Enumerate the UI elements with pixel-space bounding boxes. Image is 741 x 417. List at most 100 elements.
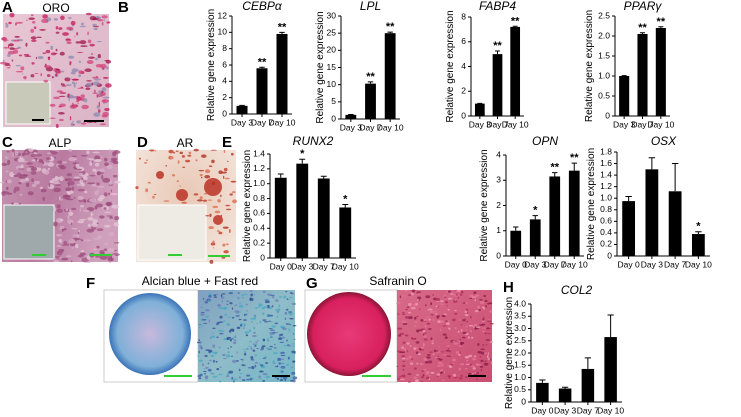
texture-spot xyxy=(465,311,467,313)
texture-spot xyxy=(479,355,482,358)
texture-spot xyxy=(426,322,431,325)
texture-spot xyxy=(112,201,114,206)
texture-spot xyxy=(30,14,34,16)
texture-spot xyxy=(410,337,414,339)
texture-spot xyxy=(248,340,253,343)
texture-spot xyxy=(465,359,469,362)
texture-spot xyxy=(252,334,257,338)
y-tick-label: 1.5 xyxy=(514,360,526,370)
texture-spot xyxy=(82,176,88,181)
bar xyxy=(622,201,636,256)
texture-spot xyxy=(97,197,103,202)
texture-spot xyxy=(113,242,120,244)
texture-spot xyxy=(430,302,433,306)
texture-spot xyxy=(242,327,245,329)
texture-spot xyxy=(421,380,423,382)
texture-spot xyxy=(266,314,271,317)
texture-spot xyxy=(72,178,81,181)
texture-spot xyxy=(454,327,457,330)
texture-spot xyxy=(71,81,75,85)
texture-spot xyxy=(198,169,205,172)
texture-spot xyxy=(399,332,405,335)
texture-spot xyxy=(245,348,249,350)
texture-spot xyxy=(215,323,219,326)
texture-spot xyxy=(13,174,18,177)
texture-spot xyxy=(104,243,109,245)
texture-spot xyxy=(407,373,412,375)
texture-spot xyxy=(278,304,281,308)
y-tick-label: 0.5 xyxy=(598,90,610,100)
texture-spot xyxy=(258,370,264,373)
texture-spot xyxy=(426,376,430,380)
texture-spot xyxy=(7,159,11,165)
texture-spot xyxy=(96,94,98,98)
texture-spot xyxy=(251,359,255,361)
texture-spot xyxy=(229,338,233,342)
texture-spot xyxy=(287,311,293,313)
texture-spot xyxy=(265,375,270,379)
texture-spot xyxy=(94,162,100,167)
y-tick-label: 2.5 xyxy=(514,335,526,345)
texture-spot xyxy=(224,177,230,180)
texture-spot xyxy=(243,352,247,356)
texture-spot xyxy=(49,103,56,107)
texture-spot xyxy=(62,194,71,200)
texture-spot xyxy=(452,340,456,343)
texture-spot xyxy=(240,358,244,360)
texture-spot xyxy=(200,313,205,317)
texture-spot xyxy=(78,229,80,233)
texture-spot xyxy=(108,192,111,196)
panel-letter: E xyxy=(222,134,232,151)
texture-spot xyxy=(70,95,77,99)
significance-label: * xyxy=(533,205,538,217)
texture-spot xyxy=(444,336,448,340)
texture-spot xyxy=(239,301,241,305)
texture-spot xyxy=(210,354,215,358)
texture-spot xyxy=(56,208,63,213)
texture-spot xyxy=(404,290,408,292)
texture-spot xyxy=(27,191,34,196)
inset xyxy=(3,204,55,260)
texture-spot xyxy=(225,204,231,207)
texture-spot xyxy=(201,176,203,179)
texture-spot xyxy=(89,43,95,47)
texture-spot xyxy=(484,332,488,335)
texture-spot xyxy=(278,296,283,298)
error-bar xyxy=(513,226,519,231)
texture-spot xyxy=(79,25,87,28)
panel-letter: B xyxy=(118,0,129,16)
texture-spot xyxy=(479,365,484,368)
texture-spot xyxy=(437,320,441,324)
texture-spot xyxy=(47,167,51,171)
texture-spot xyxy=(198,350,200,354)
texture-spot xyxy=(91,222,98,228)
texture-spot xyxy=(485,339,491,341)
texture-spot xyxy=(49,180,54,184)
texture-spot xyxy=(226,300,230,303)
texture-spot xyxy=(218,346,221,349)
texture-spot xyxy=(224,306,228,310)
texture-spot xyxy=(225,208,232,211)
significance-label: ** xyxy=(657,16,666,28)
texture-spot xyxy=(212,327,216,330)
texture-spot xyxy=(201,325,204,327)
texture-spot xyxy=(282,327,287,331)
texture-spot xyxy=(456,289,461,292)
texture-spot xyxy=(229,302,233,305)
texture-spot xyxy=(41,18,49,23)
texture-spot xyxy=(484,327,486,329)
texture-spot xyxy=(84,68,92,72)
texture-spot xyxy=(31,167,38,172)
y-tick-label: 4.0 xyxy=(514,298,526,308)
texture-spot xyxy=(272,360,275,364)
texture-spot xyxy=(95,57,98,61)
texture-spot xyxy=(258,375,262,379)
texture-spot xyxy=(92,151,101,154)
texture-spot xyxy=(53,18,59,21)
texture-spot xyxy=(226,375,230,378)
texture-spot xyxy=(84,190,88,194)
texture-spot xyxy=(90,212,93,217)
texture-spot xyxy=(77,220,85,224)
y-tick-label: 0 xyxy=(607,250,612,260)
texture-spot xyxy=(446,355,452,357)
